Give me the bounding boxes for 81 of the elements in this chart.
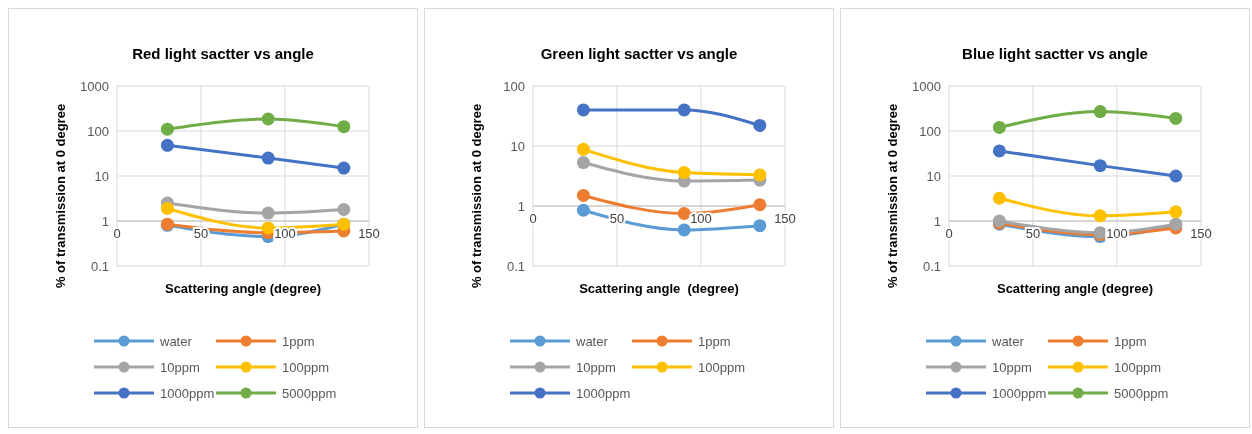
legend-label: 1000ppm: [992, 385, 1047, 401]
point: [576, 142, 590, 156]
legend-label: 1ppm: [282, 333, 315, 349]
y-axis-title: % of transmission at 0 degree: [885, 103, 900, 289]
y-tick-label: 0.1: [506, 258, 525, 274]
legend-label: 100ppm: [698, 359, 745, 375]
y-tick-label: 1000: [80, 78, 109, 94]
y-tick-label: 10: [94, 168, 109, 184]
x-tick-label: 100: [1106, 226, 1128, 241]
point: [576, 156, 590, 170]
point: [753, 198, 767, 212]
y-tick-label: 0.1: [922, 258, 941, 274]
x-tick-label: 150: [774, 211, 796, 226]
legend-label: 5000ppm: [282, 385, 337, 401]
point: [261, 206, 275, 220]
point: [576, 203, 590, 217]
legend-label: 10ppm: [576, 359, 616, 375]
point: [261, 151, 275, 165]
chart-title: Red light sactter vs angle: [132, 45, 314, 62]
chart-title: Blue light sactter vs angle: [962, 45, 1148, 62]
y-tick-label: 10: [926, 168, 941, 184]
y-tick-label: 10: [510, 138, 525, 154]
y-tick-label: 1: [933, 213, 941, 229]
x-axis-title: Scattering angle (degree): [164, 281, 322, 296]
legend-label: 1ppm: [1114, 333, 1147, 349]
point: [1169, 205, 1183, 219]
legend-label: 100ppm: [1114, 359, 1161, 375]
point: [1093, 105, 1107, 119]
y-tick-label: 100: [503, 78, 525, 94]
x-tick-label: 0: [945, 226, 953, 241]
y-tick-label: 1: [101, 213, 109, 229]
point: [337, 161, 351, 175]
x-tick-label: 0: [529, 211, 537, 226]
legend-label: 100ppm: [282, 359, 329, 375]
y-axis-title: % of transmission at 0 degree: [53, 103, 68, 289]
legend-label: 1ppm: [698, 333, 731, 349]
x-tick-label: 150: [1190, 226, 1212, 241]
legend-label: water: [159, 333, 193, 349]
x-tick-label: 0: [113, 226, 121, 241]
y-tick-label: 0.1: [90, 258, 109, 274]
point: [576, 103, 590, 117]
legend-label: 10ppm: [992, 359, 1032, 375]
point: [1093, 209, 1107, 223]
y-tick-label: 1: [517, 198, 525, 214]
x-tick-label: 100: [274, 226, 296, 241]
point: [160, 122, 174, 136]
x-tick-label: 100: [690, 211, 712, 226]
point: [1169, 111, 1183, 125]
point: [677, 103, 691, 117]
y-tick-label: 100: [919, 123, 941, 139]
x-axis-title: Scattering angle (degree): [996, 281, 1154, 296]
point: [160, 201, 174, 215]
point: [261, 221, 275, 235]
point: [1093, 159, 1107, 173]
y-axis-title: % of transmission at 0 degree: [469, 103, 484, 289]
point: [337, 203, 351, 217]
point: [992, 191, 1006, 205]
point: [677, 166, 691, 180]
point: [677, 207, 691, 220]
chart-title: Green light sactter vs angle: [540, 45, 738, 62]
x-axis-title: Scattering angle (degree): [579, 281, 739, 296]
legend-label: 1000ppm: [160, 385, 215, 401]
legend-label: 10ppm: [160, 359, 200, 375]
point: [992, 144, 1006, 158]
point: [992, 120, 1006, 134]
point: [753, 168, 767, 182]
legend-label: water: [575, 333, 609, 349]
point: [160, 138, 174, 152]
y-tick-label: 1000: [912, 78, 941, 94]
legend-label: water: [991, 333, 1025, 349]
point: [753, 219, 767, 233]
point: [677, 223, 691, 237]
point: [576, 188, 590, 202]
point: [261, 112, 275, 126]
point: [753, 118, 767, 132]
point: [337, 120, 351, 134]
legend-label: 5000ppm: [1114, 385, 1169, 401]
point: [1169, 169, 1183, 183]
legend-label: 1000ppm: [576, 385, 631, 401]
x-tick-label: 150: [358, 226, 380, 241]
y-tick-label: 100: [87, 123, 109, 139]
